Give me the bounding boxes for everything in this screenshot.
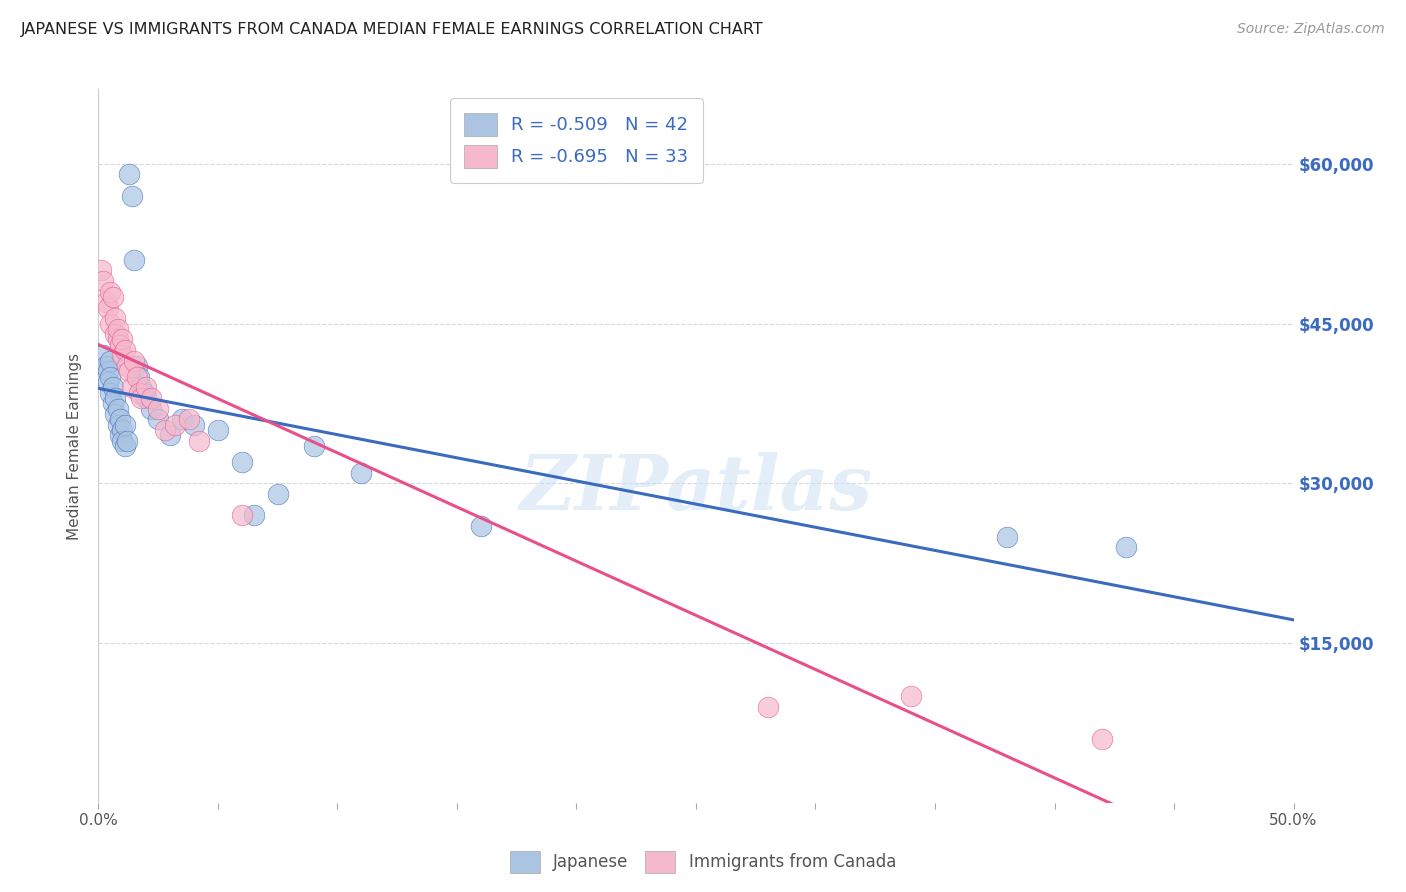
Point: [243, 508, 266, 523]
Text: ZIPatlas: ZIPatlas: [519, 452, 873, 525]
Text: Source: ZipAtlas.com: Source: ZipAtlas.com: [1237, 22, 1385, 37]
Point: [111, 423, 134, 437]
Point: [118, 364, 141, 378]
Point: [104, 391, 127, 405]
Point: [115, 434, 138, 448]
Point: [91, 274, 114, 288]
Point: [756, 700, 779, 714]
Point: [124, 252, 146, 267]
Point: [97, 375, 120, 389]
Legend: Japanese, Immigrants from Canada: Japanese, Immigrants from Canada: [503, 845, 903, 880]
Point: [111, 349, 134, 363]
Point: [128, 369, 150, 384]
Point: [98, 285, 122, 299]
Point: [267, 487, 290, 501]
Point: [179, 412, 201, 426]
Point: [97, 364, 120, 378]
Point: [1115, 540, 1137, 554]
Point: [114, 417, 136, 432]
Point: [121, 188, 143, 202]
Point: [350, 466, 373, 480]
Point: [135, 380, 157, 394]
Point: [131, 380, 153, 394]
Point: [125, 369, 148, 384]
Point: [94, 359, 117, 373]
Point: [207, 423, 229, 437]
Point: [111, 434, 134, 448]
Point: [111, 333, 134, 347]
Point: [98, 369, 122, 384]
Legend: R = -0.509   N = 42, R = -0.695   N = 33: R = -0.509 N = 42, R = -0.695 N = 33: [450, 98, 703, 183]
Point: [139, 391, 162, 405]
Point: [163, 417, 186, 432]
Point: [98, 385, 122, 400]
Point: [995, 529, 1018, 543]
Point: [470, 519, 492, 533]
Point: [900, 690, 922, 704]
Point: [159, 428, 181, 442]
Point: [231, 508, 253, 523]
Point: [98, 317, 122, 331]
Y-axis label: Median Female Earnings: Median Female Earnings: [67, 352, 83, 540]
Point: [172, 412, 194, 426]
Point: [94, 295, 117, 310]
Point: [148, 401, 170, 416]
Point: [114, 439, 136, 453]
Point: [231, 455, 253, 469]
Point: [114, 343, 136, 358]
Point: [107, 333, 129, 347]
Point: [1091, 731, 1114, 746]
Point: [115, 359, 138, 373]
Point: [107, 322, 129, 336]
Point: [121, 380, 143, 394]
Point: [148, 412, 170, 426]
Point: [104, 327, 127, 342]
Point: [104, 311, 127, 326]
Point: [98, 353, 122, 368]
Point: [107, 417, 129, 432]
Point: [183, 417, 205, 432]
Point: [155, 423, 177, 437]
Point: [135, 391, 157, 405]
Point: [108, 412, 131, 426]
Point: [107, 401, 129, 416]
Point: [108, 428, 131, 442]
Point: [118, 168, 141, 182]
Point: [101, 290, 124, 304]
Point: [132, 385, 155, 400]
Point: [125, 359, 148, 373]
Point: [128, 385, 150, 400]
Point: [91, 349, 114, 363]
Point: [104, 407, 127, 421]
Point: [97, 301, 120, 315]
Point: [139, 401, 162, 416]
Point: [131, 391, 153, 405]
Text: JAPANESE VS IMMIGRANTS FROM CANADA MEDIAN FEMALE EARNINGS CORRELATION CHART: JAPANESE VS IMMIGRANTS FROM CANADA MEDIA…: [21, 22, 763, 37]
Point: [187, 434, 209, 448]
Point: [124, 353, 146, 368]
Point: [101, 380, 124, 394]
Point: [302, 439, 325, 453]
Point: [90, 263, 112, 277]
Point: [108, 338, 131, 352]
Point: [101, 396, 124, 410]
